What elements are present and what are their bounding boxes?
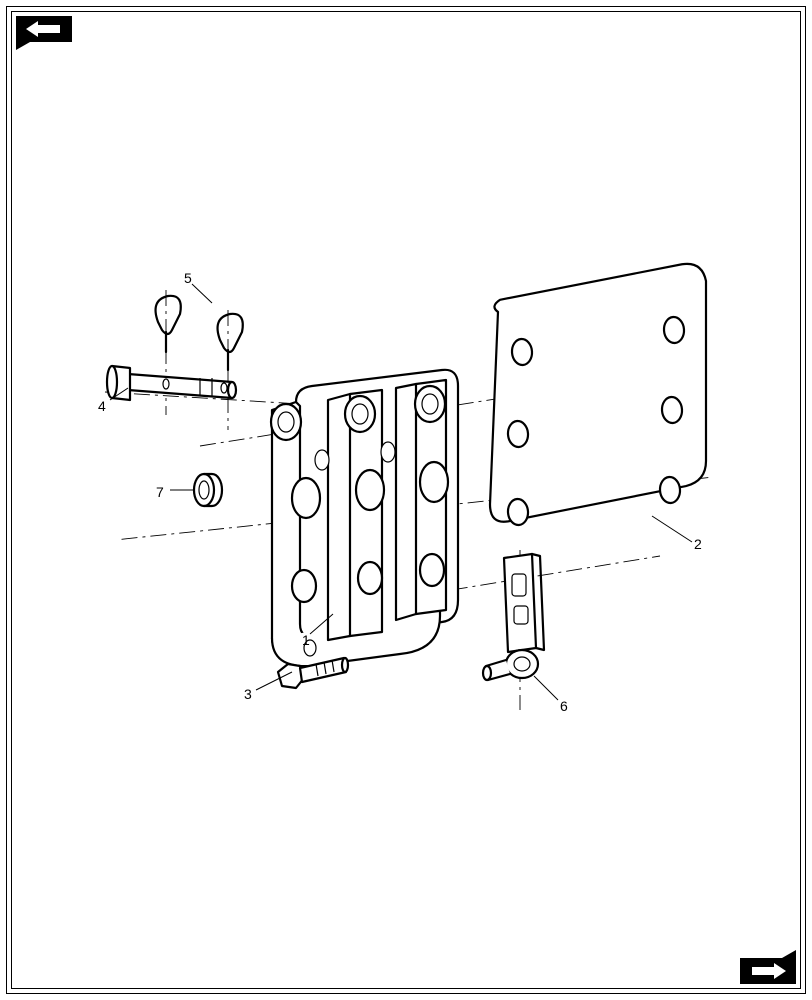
- callout-2: 2: [694, 536, 702, 552]
- callout-5: 5: [184, 270, 192, 286]
- part-backplate: [490, 263, 706, 526]
- callout-4: 4: [98, 398, 106, 414]
- part-lock-pin: [483, 554, 544, 680]
- assembly-diagram: .ln { stroke:#000; fill:none; stroke-wid…: [0, 0, 812, 1000]
- part-hairpin-clips: [156, 296, 243, 370]
- part-washer: [194, 474, 222, 506]
- callout-1: 1: [302, 632, 310, 648]
- callout-6: 6: [560, 698, 568, 714]
- callout-7: 7: [156, 484, 164, 500]
- callout-3: 3: [244, 686, 252, 702]
- part-hitch-pin: [107, 366, 236, 400]
- part-hitch-body: [271, 370, 458, 666]
